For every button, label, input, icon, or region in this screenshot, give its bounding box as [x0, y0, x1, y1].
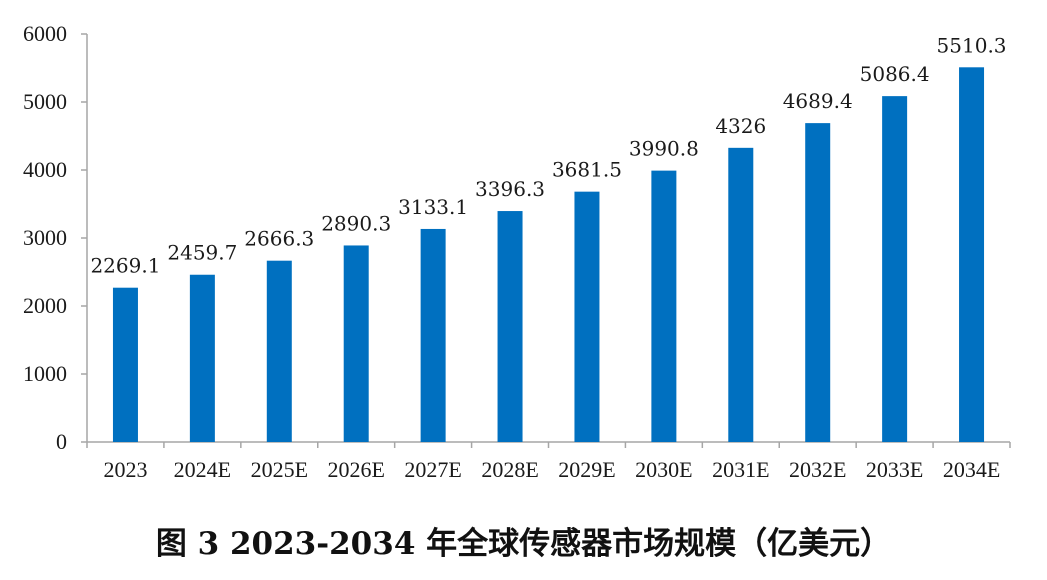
x-tick-label: 2031E — [712, 457, 769, 482]
data-label: 5086.4 — [860, 62, 930, 86]
data-label: 2666.3 — [244, 227, 314, 251]
bar-chart: 0 1000 2000 3000 4000 5000 6000 2023 2024E 2025E… — [23, 21, 1011, 482]
bar — [651, 170, 677, 442]
bar — [805, 123, 831, 443]
y-tick-label: 6000 — [23, 21, 67, 46]
data-label: 3396.3 — [475, 177, 545, 201]
bar — [112, 287, 138, 442]
data-label: 2459.7 — [167, 241, 237, 265]
bar — [882, 96, 908, 442]
x-tick-label: 2025E — [251, 457, 308, 482]
bar — [189, 274, 215, 442]
y-tick-label: 3000 — [23, 225, 67, 250]
data-label: 2269.1 — [90, 254, 160, 278]
y-tick-label: 2000 — [23, 293, 67, 318]
x-tick-label: 2032E — [789, 457, 846, 482]
x-tick-label: 2026E — [327, 457, 384, 482]
x-tick-label: 2023 — [103, 457, 147, 482]
data-label: 4326 — [715, 114, 766, 138]
data-label: 4689.4 — [783, 89, 853, 113]
data-label: 2890.3 — [321, 211, 391, 235]
x-tick-label: 2027E — [404, 457, 461, 482]
y-tick-label: 1000 — [23, 361, 67, 386]
bar — [959, 67, 985, 443]
figure-caption: 图 3 2023-2034 年全球传感器市场规模（亿美元） — [155, 526, 892, 562]
bar — [343, 245, 369, 442]
x-tick-label: 2028E — [481, 457, 538, 482]
x-tick-label: 2033E — [866, 457, 923, 482]
y-tick-label: 0 — [56, 429, 67, 454]
data-label: 3990.8 — [629, 137, 699, 161]
bar — [497, 211, 523, 442]
y-axis: 0 1000 2000 3000 4000 5000 6000 — [23, 21, 88, 454]
bar — [728, 147, 754, 442]
bar — [574, 191, 600, 442]
y-tick-label: 5000 — [23, 89, 67, 114]
y-tick-label: 4000 — [23, 157, 67, 182]
data-labels: 2269.1 2459.7 2666.3 2890.3 3133.1 3396.3 3681… — [90, 33, 1006, 277]
data-label: 5510.3 — [937, 33, 1007, 57]
x-tick-label: 2029E — [558, 457, 615, 482]
x-tick-label: 2030E — [635, 457, 692, 482]
chart-area: 0 1000 2000 3000 4000 5000 6000 2023 2024E 2025E… — [23, 21, 1011, 482]
x-tick-label: 2034E — [943, 457, 1000, 482]
x-axis: 2023 2024E 2025E 2026E 2027E 2028E 2029E 2030E 2… — [86, 441, 1011, 482]
data-label: 3681.5 — [552, 158, 622, 182]
data-label: 3133.1 — [398, 195, 468, 219]
bars — [112, 67, 985, 443]
x-tick-label: 2024E — [174, 457, 231, 482]
bar — [266, 260, 292, 442]
bar — [420, 228, 446, 442]
